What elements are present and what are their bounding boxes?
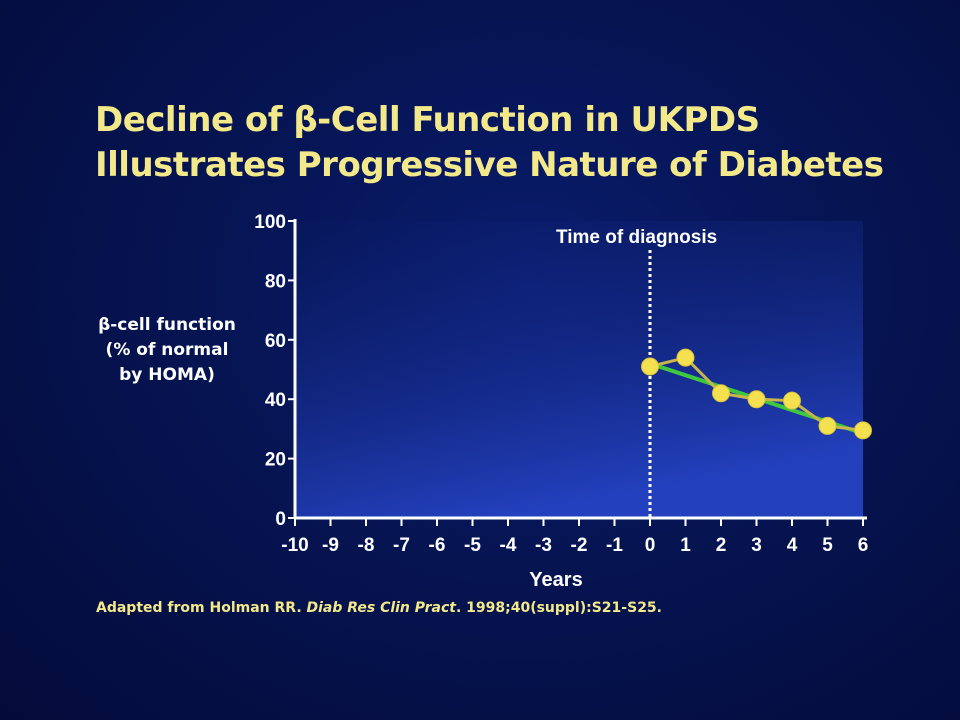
diagnosis-marker: Time of diagnosis xyxy=(556,227,717,518)
plot-area-fill xyxy=(295,221,863,518)
x-tick-label: -7 xyxy=(393,535,410,556)
y-tick-label: 40 xyxy=(265,390,286,411)
title-line-1: Decline of β-Cell Function in UKPDS xyxy=(95,100,760,140)
y-axis-label: β-cell function (% of normal by HOMA) xyxy=(62,313,272,388)
diagnosis-label: Time of diagnosis xyxy=(556,227,717,248)
data-point xyxy=(854,421,872,440)
x-tick-label: 2 xyxy=(716,535,727,556)
x-tick-label: 5 xyxy=(822,535,833,556)
data-point xyxy=(641,357,659,376)
data-point xyxy=(676,348,695,367)
source-journal: Diab Res Clin Pract xyxy=(306,600,456,616)
x-tick-label: -2 xyxy=(571,535,588,556)
y-axis-label-line-1: β-cell function xyxy=(98,315,236,335)
y-tick-label: 60 xyxy=(265,331,286,352)
data-point xyxy=(712,384,730,403)
source-prefix: Adapted from Holman RR. xyxy=(96,600,307,616)
y-tick-label: 0 xyxy=(275,509,286,530)
x-tick-label: 0 xyxy=(645,535,656,556)
plot-area xyxy=(295,221,863,518)
slide-title: Decline of β-Cell Function in UKPDS Illu… xyxy=(95,98,935,188)
data-point xyxy=(747,390,766,409)
x-tick-label: -9 xyxy=(322,535,339,556)
y-axis-label-line-3: by HOMA) xyxy=(119,365,215,385)
x-tick-label: -1 xyxy=(606,535,623,556)
x-tick-label: -8 xyxy=(358,535,375,556)
chart-series xyxy=(641,348,872,440)
x-tick-label: -4 xyxy=(500,535,517,556)
source-citation: Adapted from Holman RR. Diab Res Clin Pr… xyxy=(96,600,662,616)
y-tick-label: 100 xyxy=(254,212,286,233)
y-axis-label-line-2: (% of normal xyxy=(105,340,229,360)
x-tick-label: -3 xyxy=(535,535,552,556)
x-tick-label: 3 xyxy=(751,535,762,556)
y-tick-label: 80 xyxy=(265,271,286,292)
x-tick-label: 4 xyxy=(787,535,798,556)
data-point xyxy=(818,416,837,435)
chart-axes xyxy=(293,219,867,520)
title-line-2: Illustrates Progressive Nature of Diabet… xyxy=(95,145,884,185)
x-tick-label: -10 xyxy=(281,535,308,556)
x-tick-label: 1 xyxy=(680,535,691,556)
source-suffix: . 1998;40(suppl):S21-S25. xyxy=(455,600,662,616)
x-axis-label: Years xyxy=(529,569,582,591)
y-tick-label: 20 xyxy=(265,450,286,471)
x-tick-label: -6 xyxy=(429,535,446,556)
data-point xyxy=(783,391,801,410)
x-tick-label: -5 xyxy=(464,535,481,556)
x-tick-label: 6 xyxy=(858,535,869,556)
